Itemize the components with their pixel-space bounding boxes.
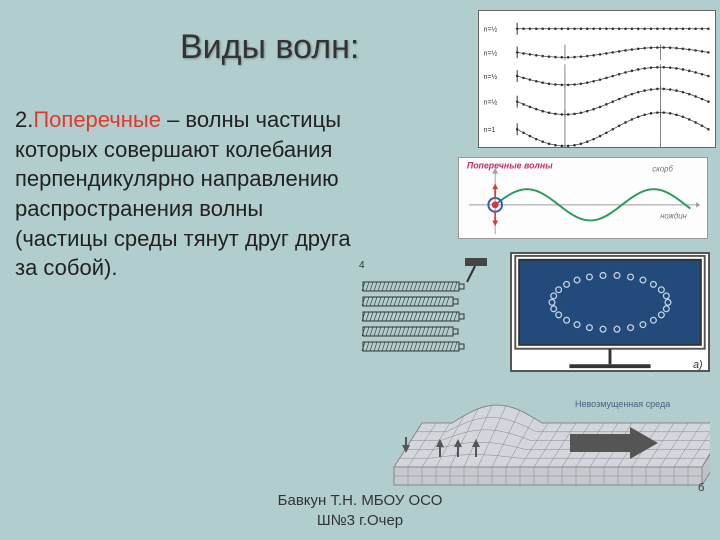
svg-text:n=1: n=1 <box>484 127 496 134</box>
svg-text:а): а) <box>693 359 702 370</box>
body-rest: – волны частицы которых совершают колеба… <box>15 107 351 280</box>
svg-text:Невозмущенная среда: Невозмущенная среда <box>575 399 670 409</box>
svg-text:нождин: нождин <box>660 211 687 220</box>
svg-text:n=½: n=½ <box>484 99 498 107</box>
body-highlight: Поперечные <box>33 107 161 132</box>
svg-text:n=½: n=½ <box>484 26 498 34</box>
svg-text:скорб: скорб <box>652 165 673 174</box>
figure-hammer-spring: 4 <box>355 258 500 358</box>
footer-line1: Бавкун Т.Н. МБОУ ОСО <box>278 491 443 511</box>
slide-title: Виды волн: <box>180 28 359 67</box>
svg-text:4: 4 <box>359 260 365 271</box>
body-num: 2. <box>15 107 33 132</box>
footer-credit: Бавкун Т.Н. МБОУ ОСО Ш№3 г.Очер <box>278 491 443 530</box>
figure-screen-ring: а) <box>510 252 710 372</box>
svg-text:n=½: n=½ <box>484 73 498 81</box>
figure-medium-grid: Невозмущенная среда б <box>370 395 710 495</box>
svg-text:Поперечные волны: Поперечные волны <box>467 161 553 171</box>
body-paragraph: 2.Поперечные – волны частицы которых сов… <box>15 105 355 283</box>
figure-standing-waves: n=½ n=½ n=½ n=½ n=1 <box>478 10 716 148</box>
footer-line2: Ш№3 г.Очер <box>278 511 443 531</box>
svg-text:n=½: n=½ <box>484 49 498 57</box>
svg-text:б: б <box>698 482 704 494</box>
figure-transverse-graph: Поперечные волны скорб нождин <box>458 157 708 239</box>
